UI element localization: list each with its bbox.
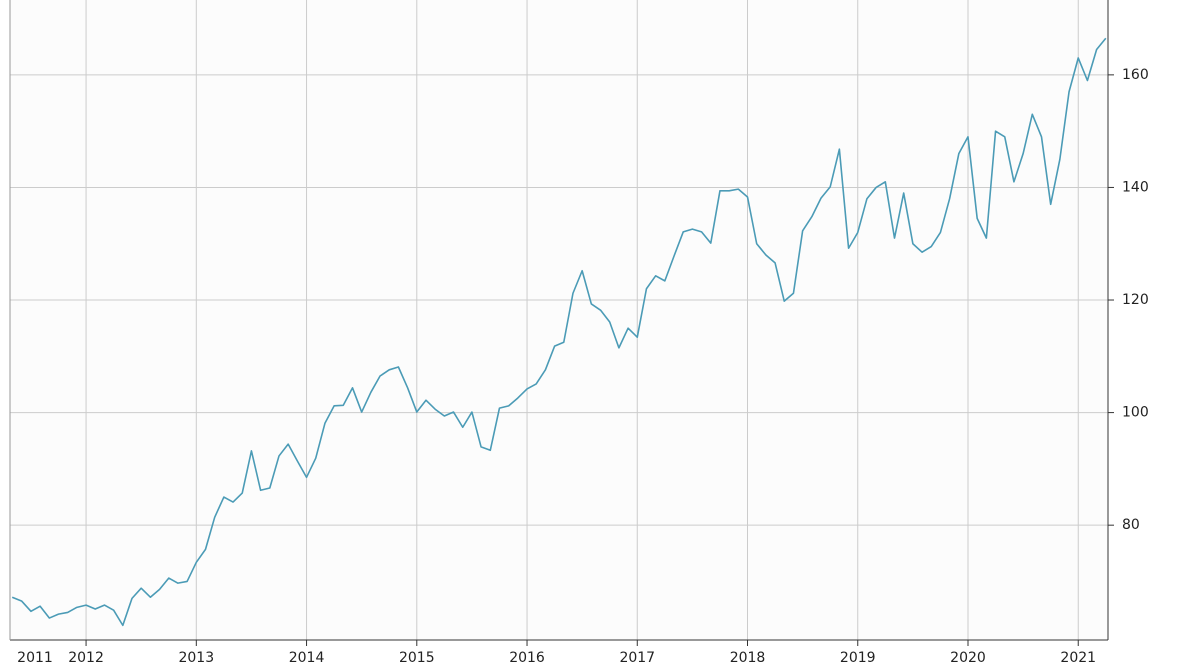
x-tick-label: 2011	[17, 650, 53, 666]
x-tick-label: 2019	[840, 650, 876, 666]
y-tick-label: 140	[1122, 179, 1149, 195]
x-tick-label: 2017	[619, 650, 655, 666]
y-tick-label: 100	[1122, 405, 1149, 421]
data-line	[11, 37, 1107, 627]
x-tick-label: 2018	[730, 650, 766, 666]
x-tick-label: 2015	[399, 650, 435, 666]
y-tick-label: 160	[1122, 67, 1149, 83]
x-tick-label: 2021	[1060, 650, 1096, 666]
x-tick-label: 2014	[289, 650, 325, 666]
x-tick-label: 2013	[178, 650, 214, 666]
x-tick-label: 2012	[68, 650, 104, 666]
y-tick-label: 80	[1122, 517, 1140, 533]
y-tick-label: 120	[1122, 292, 1149, 308]
x-tick-label: 2016	[509, 650, 545, 666]
plot-background	[10, 0, 1108, 640]
x-tick-label: 2020	[950, 650, 986, 666]
